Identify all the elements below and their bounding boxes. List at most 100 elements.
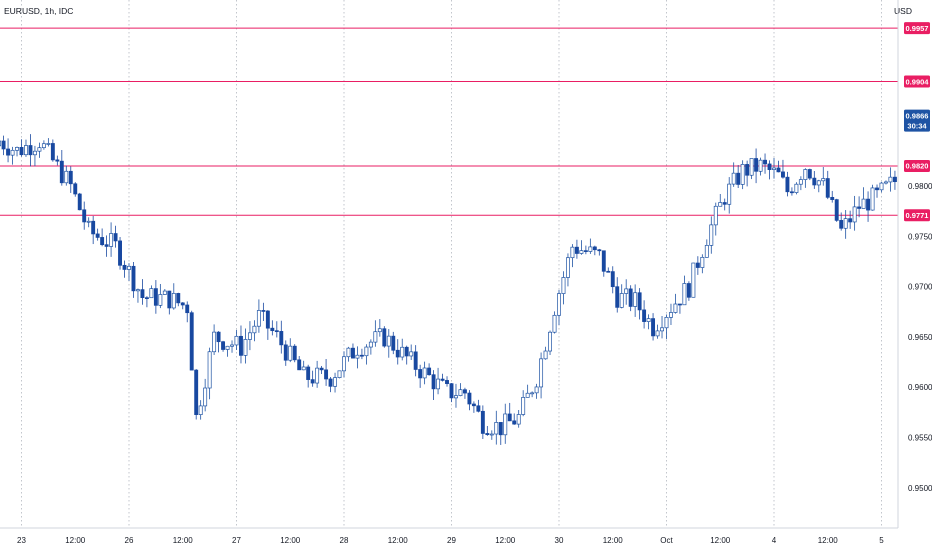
candle-bull [525, 392, 530, 398]
candle-bear [462, 389, 467, 394]
candle-bull [225, 345, 230, 350]
countdown-label: 30:34 [907, 122, 927, 131]
candle-bear [574, 246, 579, 254]
candle-bull [342, 356, 346, 372]
candle-bull [37, 147, 42, 152]
candle-bull [0, 140, 2, 147]
candle-bull [458, 389, 463, 396]
candle-bull [64, 170, 69, 184]
candle-bear [767, 163, 772, 170]
candle-bull [709, 224, 714, 246]
candle-bear [77, 193, 82, 211]
candle-bear [812, 177, 817, 186]
candle-bear [628, 288, 633, 307]
time-tick-label: 23 [17, 536, 26, 545]
candle-bear [601, 250, 606, 272]
candle-bull [136, 289, 140, 292]
candle-bull [15, 147, 19, 151]
candle-bull [489, 433, 494, 436]
candle-bear [19, 147, 24, 156]
candle-bear [167, 290, 172, 309]
candle-bull [534, 386, 539, 394]
candle-bull [843, 218, 848, 229]
level-tag [904, 22, 930, 35]
candle-bear [131, 265, 136, 292]
candle-bull [24, 145, 28, 156]
candle-bull [727, 183, 732, 205]
time-axis[interactable]: 23 12:00 26 12:00 27 12:00 28 12:00 29 12:00 30 12:… [17, 536, 884, 545]
candle-bear [498, 422, 503, 436]
candle-bear [82, 209, 87, 223]
candle-bull [664, 316, 669, 329]
candle-bear [176, 293, 181, 304]
candle-bull [655, 330, 660, 337]
horizontal-levels [0, 27, 898, 216]
candle-bear [418, 369, 423, 379]
candles [0, 134, 897, 445]
candle-bull [503, 413, 508, 436]
candle-bull [149, 288, 154, 299]
candle-bull [333, 377, 337, 387]
time-tick-label: 12:00 [495, 536, 516, 545]
candle-bear [395, 349, 400, 358]
time-tick-label: 12:00 [603, 536, 624, 545]
candle-bear [310, 379, 315, 384]
candle-bear [50, 143, 55, 161]
price-tick-label: 0.9700 [908, 283, 932, 292]
candle-bear [28, 145, 33, 156]
candle-bear [427, 367, 432, 376]
candle-bear [857, 206, 862, 209]
candle-bear [825, 178, 830, 198]
candle-bear [677, 303, 682, 306]
candle-bull [713, 205, 718, 226]
candle-bear [274, 330, 279, 333]
candle-bear [785, 176, 790, 193]
time-tick-label: 12:00 [280, 536, 301, 545]
candle-bull [46, 143, 51, 145]
candle-bear [359, 354, 364, 357]
time-tick-label: Oct [660, 536, 673, 545]
candle-bear [651, 318, 656, 337]
candle-bull [588, 246, 593, 252]
candle-bear [686, 283, 691, 298]
candle-bear [382, 328, 387, 347]
price-tick-label: 0.9500 [908, 484, 932, 493]
candle-bull [230, 344, 234, 347]
candle-bear [440, 378, 445, 381]
candle-bull [561, 277, 566, 294]
candle-bull [454, 395, 458, 399]
candle-bear [118, 240, 122, 266]
candle-bull [673, 303, 678, 313]
candle-bull [41, 143, 46, 149]
candle-bull [301, 366, 306, 371]
candle-bear [848, 218, 853, 223]
candle-bull [530, 392, 535, 395]
time-tick-label: 12:00 [173, 536, 194, 545]
candle-bear [445, 380, 449, 384]
candle-bull [377, 328, 382, 333]
candle-bull [633, 292, 638, 307]
time-tick-label: 27 [232, 536, 241, 545]
candle-bear [404, 346, 409, 357]
grid [21, 0, 882, 528]
time-tick-label: 12:00 [65, 536, 86, 545]
candle-bull [557, 293, 561, 316]
candle-bear [839, 220, 844, 229]
candle-bear [95, 233, 100, 238]
candle-bull [198, 405, 203, 415]
candle-bull [252, 325, 257, 334]
candle-bull [400, 346, 405, 358]
candle-bull [127, 265, 131, 270]
candle-bear [413, 351, 418, 370]
candle-bull [879, 182, 884, 191]
candle-bear [722, 202, 727, 205]
candle-bull [364, 346, 369, 357]
currency-label: USD [894, 6, 912, 16]
price-axis[interactable]: 0.9500 0.9550 0.9600 0.9650 0.9700 0.9750 0.98… [908, 182, 932, 493]
candle-bear [185, 304, 190, 314]
candle-bull [794, 183, 799, 193]
price-tick-label: 0.9550 [908, 433, 932, 442]
candle-bear [297, 359, 302, 371]
candle-bear [324, 369, 329, 380]
